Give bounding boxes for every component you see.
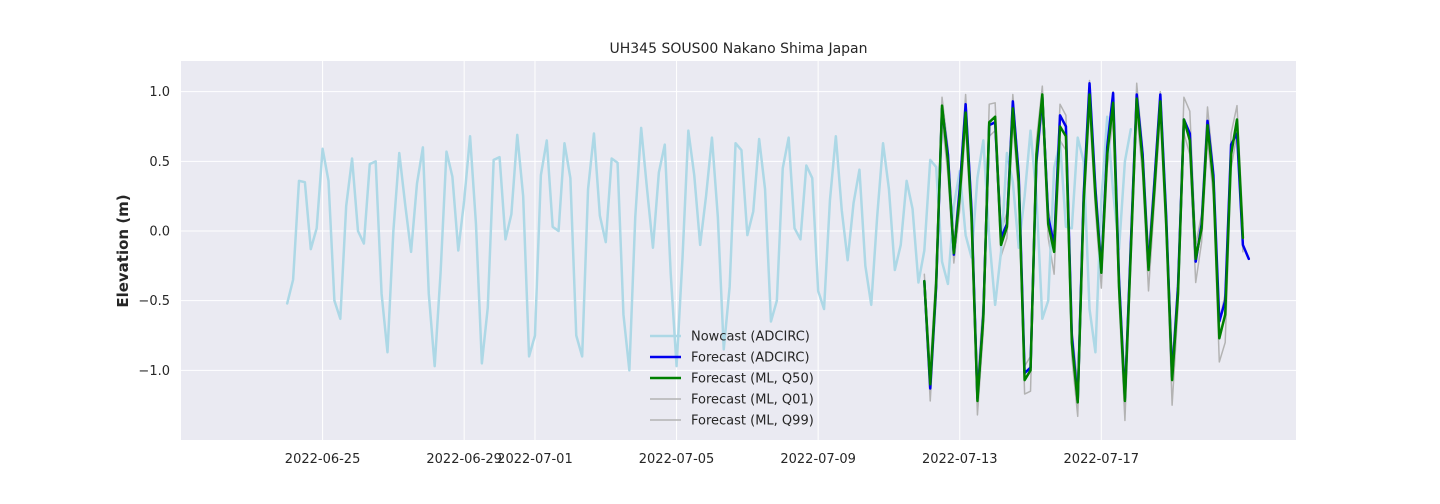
legend-entry-nowcast-adcirc: Nowcast (ADCIRC) bbox=[650, 330, 810, 345]
legend-label: Forecast (ADCIRC) bbox=[691, 351, 810, 366]
chart-title: UH345 SOUS00 Nakano Shima Japan bbox=[610, 41, 868, 57]
legend-label: Forecast (ML, Q50) bbox=[691, 372, 814, 387]
series-layer bbox=[285, 79, 1251, 422]
x-tick-label: 2022-06-29 bbox=[426, 452, 502, 467]
legend-label: Forecast (ML, Q99) bbox=[691, 414, 814, 429]
grid-lines bbox=[181, 61, 1296, 440]
y-tick-label: 0.5 bbox=[149, 155, 170, 170]
y-tick-label: 0.0 bbox=[149, 224, 170, 239]
x-tick-label: 2022-07-13 bbox=[922, 452, 998, 467]
legend-entry-forecast-ml-q50: Forecast (ML, Q50) bbox=[650, 372, 814, 387]
legend: Nowcast (ADCIRC) Forecast (ADCIRC) Forecas… bbox=[650, 330, 814, 429]
x-tick-label: 2022-07-05 bbox=[639, 452, 715, 467]
legend-label: Nowcast (ADCIRC) bbox=[691, 330, 810, 345]
x-tick-label: 2022-07-17 bbox=[1064, 452, 1140, 467]
y-tick-label: −1.0 bbox=[138, 364, 170, 379]
x-tick-label: 2022-06-25 bbox=[285, 452, 361, 467]
y-axis-ticks: 1.0 0.5 0.0 −0.5 −1.0 bbox=[138, 85, 170, 379]
y-tick-label: 1.0 bbox=[149, 85, 170, 100]
nowcast-adcirc-line bbox=[285, 115, 1133, 372]
y-axis-label: Elevation (m) bbox=[114, 194, 132, 307]
legend-entry-forecast-ml-q01: Forecast (ML, Q01) bbox=[650, 393, 814, 408]
y-tick-label: −0.5 bbox=[138, 294, 170, 309]
forecast-ml-q50-line bbox=[923, 93, 1245, 404]
legend-entry-forecast-adcirc: Forecast (ADCIRC) bbox=[650, 351, 810, 366]
x-tick-label: 2022-07-01 bbox=[497, 452, 573, 467]
x-tick-label: 2022-07-09 bbox=[780, 452, 856, 467]
legend-entry-forecast-ml-q99: Forecast (ML, Q99) bbox=[650, 414, 814, 429]
legend-label: Forecast (ML, Q01) bbox=[691, 393, 814, 408]
